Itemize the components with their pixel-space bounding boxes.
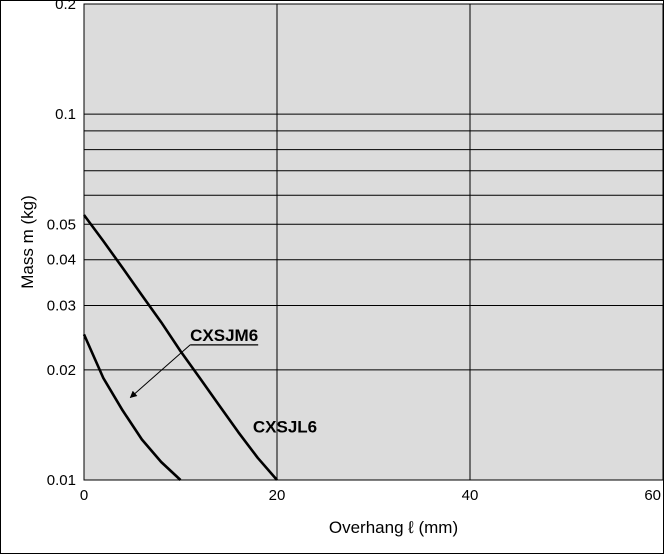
y-tick-label: 0.01 (47, 472, 76, 489)
series-label-cxsjm6: CXSJM6 (190, 326, 258, 345)
x-axis-title: Overhang ℓ (mm) (329, 518, 458, 537)
y-tick-labels: 0.01 0.02 0.03 0.04 0.05 0.1 0.2 (47, 0, 76, 489)
x-tick-label: 60 (644, 487, 661, 504)
x-tick-label: 20 (269, 487, 286, 504)
y-tick-label: 0.04 (47, 252, 76, 269)
plot-area (83, 3, 664, 481)
x-tick-label: 0 (80, 487, 88, 504)
y-axis-title: Mass m (kg) (18, 195, 37, 289)
y-tick-label: 0.1 (55, 106, 76, 123)
series-lines (82, 214, 278, 481)
series-line-cxsjm6 (82, 333, 182, 481)
series-label-cxsjl6: CXSJL6 (253, 417, 317, 436)
annotations: CXSJM6 CXSJL6 (129, 326, 317, 436)
y-tick-label: 0.02 (47, 362, 76, 379)
series-line-cxsjl6 (82, 214, 278, 481)
x-tick-label: 40 (462, 487, 479, 504)
y-tick-label: 0.2 (55, 0, 76, 13)
y-tick-label: 0.03 (47, 297, 76, 314)
y-tick-label: 0.05 (47, 216, 76, 233)
x-tick-labels: 0 20 40 60 (80, 487, 661, 504)
label-arrow (129, 344, 191, 399)
gridlines (83, 3, 664, 481)
